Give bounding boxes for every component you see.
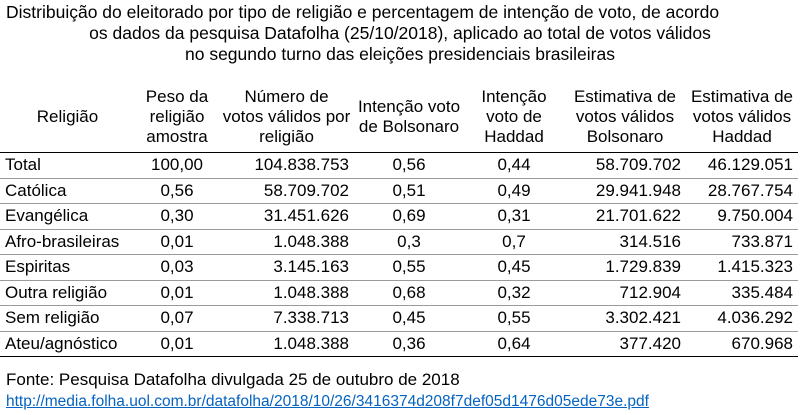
table-row: Ateu/agnóstico 0,01 1.048.388 0,36 0,64 …: [0, 331, 798, 357]
header-intencao-bolsonaro: Intenção voto de Bolsonaro: [354, 80, 464, 153]
cell-estimativa-haddad: 335.484: [686, 280, 798, 306]
header-peso: Peso da religião amostra: [135, 80, 219, 153]
cell-intencao-haddad: 0,49: [464, 178, 564, 204]
cell-intencao-bolsonaro: 0,51: [354, 178, 464, 204]
header-estimativa-haddad: Estimativa de votos válidos Haddad: [686, 80, 798, 153]
cell-religiao: Total: [0, 152, 135, 179]
cell-intencao-haddad: 0,64: [464, 331, 564, 357]
title-line-3: no segundo turno das eleições presidenci…: [185, 44, 615, 64]
table-row: Outra religião 0,01 1.048.388 0,68 0,32 …: [0, 280, 798, 306]
cell-numero-votos: 3.145.163: [219, 254, 354, 281]
cell-estimativa-bolsonaro: 1.729.839: [564, 254, 686, 281]
religion-vote-table: Religião Peso da religião amostra Número…: [0, 80, 798, 357]
cell-estimativa-haddad: 733.871: [686, 229, 798, 255]
cell-religiao: Espiritas: [0, 254, 135, 281]
cell-numero-votos: 1.048.388: [219, 280, 354, 306]
cell-intencao-haddad: 0,7: [464, 229, 564, 255]
cell-intencao-haddad: 0,32: [464, 280, 564, 306]
cell-peso: 0,01: [135, 280, 219, 306]
source-caption: Fonte: Pesquisa Datafolha divulgada 25 d…: [6, 370, 460, 389]
title-line-2: os dados da pesquisa Datafolha (25/10/20…: [89, 23, 711, 43]
cell-intencao-haddad: 0,55: [464, 305, 564, 332]
cell-estimativa-bolsonaro: 58.709.702: [564, 152, 686, 179]
cell-intencao-haddad: 0,45: [464, 254, 564, 281]
cell-estimativa-haddad: 28.767.754: [686, 178, 798, 204]
cell-estimativa-bolsonaro: 29.941.948: [564, 178, 686, 204]
cell-intencao-bolsonaro: 0,55: [354, 254, 464, 281]
cell-numero-votos: 104.838.753: [219, 152, 354, 179]
table-row: Total 100,00 104.838.753 0,56 0,44 58.70…: [0, 152, 798, 179]
cell-numero-votos: 58.709.702: [219, 178, 354, 204]
cell-religiao: Evangélica: [0, 203, 135, 230]
table-header-row: Religião Peso da religião amostra Número…: [0, 80, 798, 153]
document-title: Distribuição do eleitorado por tipo de r…: [0, 2, 800, 65]
header-religiao: Religião: [0, 80, 135, 153]
cell-numero-votos: 1.048.388: [219, 229, 354, 255]
cell-religiao: Católica: [0, 178, 135, 204]
header-estimativa-bolsonaro: Estimativa de votos válidos Bolsonaro: [564, 80, 686, 153]
table-row: Sem religião 0,07 7.338.713 0,45 0,55 3.…: [0, 305, 798, 332]
cell-religiao: Sem religião: [0, 305, 135, 332]
header-intencao-haddad: Intenção voto de Haddad: [464, 80, 564, 153]
cell-numero-votos: 7.338.713: [219, 305, 354, 332]
cell-estimativa-bolsonaro: 377.420: [564, 331, 686, 357]
source-link[interactable]: http://media.folha.uol.com.br/datafolha/…: [6, 393, 649, 410]
cell-estimativa-haddad: 9.750.004: [686, 203, 798, 230]
table-row: Afro-brasileiras 0,01 1.048.388 0,3 0,7 …: [0, 229, 798, 255]
cell-peso: 0,56: [135, 178, 219, 204]
table-row: Espiritas 0,03 3.145.163 0,55 0,45 1.729…: [0, 254, 798, 281]
cell-estimativa-bolsonaro: 712.904: [564, 280, 686, 306]
cell-intencao-bolsonaro: 0,56: [354, 152, 464, 179]
header-numero-votos: Número de votos válidos por religião: [219, 80, 354, 153]
cell-intencao-haddad: 0,44: [464, 152, 564, 179]
cell-peso: 0,07: [135, 305, 219, 332]
cell-peso: 0,30: [135, 203, 219, 230]
cell-estimativa-bolsonaro: 314.516: [564, 229, 686, 255]
cell-intencao-bolsonaro: 0,45: [354, 305, 464, 332]
table-row: Católica 0,56 58.709.702 0,51 0,49 29.94…: [0, 178, 798, 204]
cell-estimativa-bolsonaro: 3.302.421: [564, 305, 686, 332]
cell-intencao-bolsonaro: 0,68: [354, 280, 464, 306]
cell-estimativa-haddad: 46.129.051: [686, 152, 798, 179]
cell-peso: 0,01: [135, 229, 219, 255]
cell-numero-votos: 1.048.388: [219, 331, 354, 357]
cell-estimativa-haddad: 4.036.292: [686, 305, 798, 332]
table-row: Evangélica 0,30 31.451.626 0,69 0,31 21.…: [0, 203, 798, 230]
cell-intencao-bolsonaro: 0,3: [354, 229, 464, 255]
cell-intencao-haddad: 0,31: [464, 203, 564, 230]
cell-religiao: Outra religião: [0, 280, 135, 306]
title-line-1: Distribuição do eleitorado por tipo de r…: [6, 2, 720, 22]
cell-religiao: Afro-brasileiras: [0, 229, 135, 255]
cell-peso: 100,00: [135, 152, 219, 179]
cell-estimativa-haddad: 670.968: [686, 331, 798, 357]
cell-intencao-bolsonaro: 0,36: [354, 331, 464, 357]
cell-religiao: Ateu/agnóstico: [0, 331, 135, 357]
cell-peso: 0,03: [135, 254, 219, 281]
cell-estimativa-haddad: 1.415.323: [686, 254, 798, 281]
cell-numero-votos: 31.451.626: [219, 203, 354, 230]
cell-peso: 0,01: [135, 331, 219, 357]
cell-estimativa-bolsonaro: 21.701.622: [564, 203, 686, 230]
cell-intencao-bolsonaro: 0,69: [354, 203, 464, 230]
